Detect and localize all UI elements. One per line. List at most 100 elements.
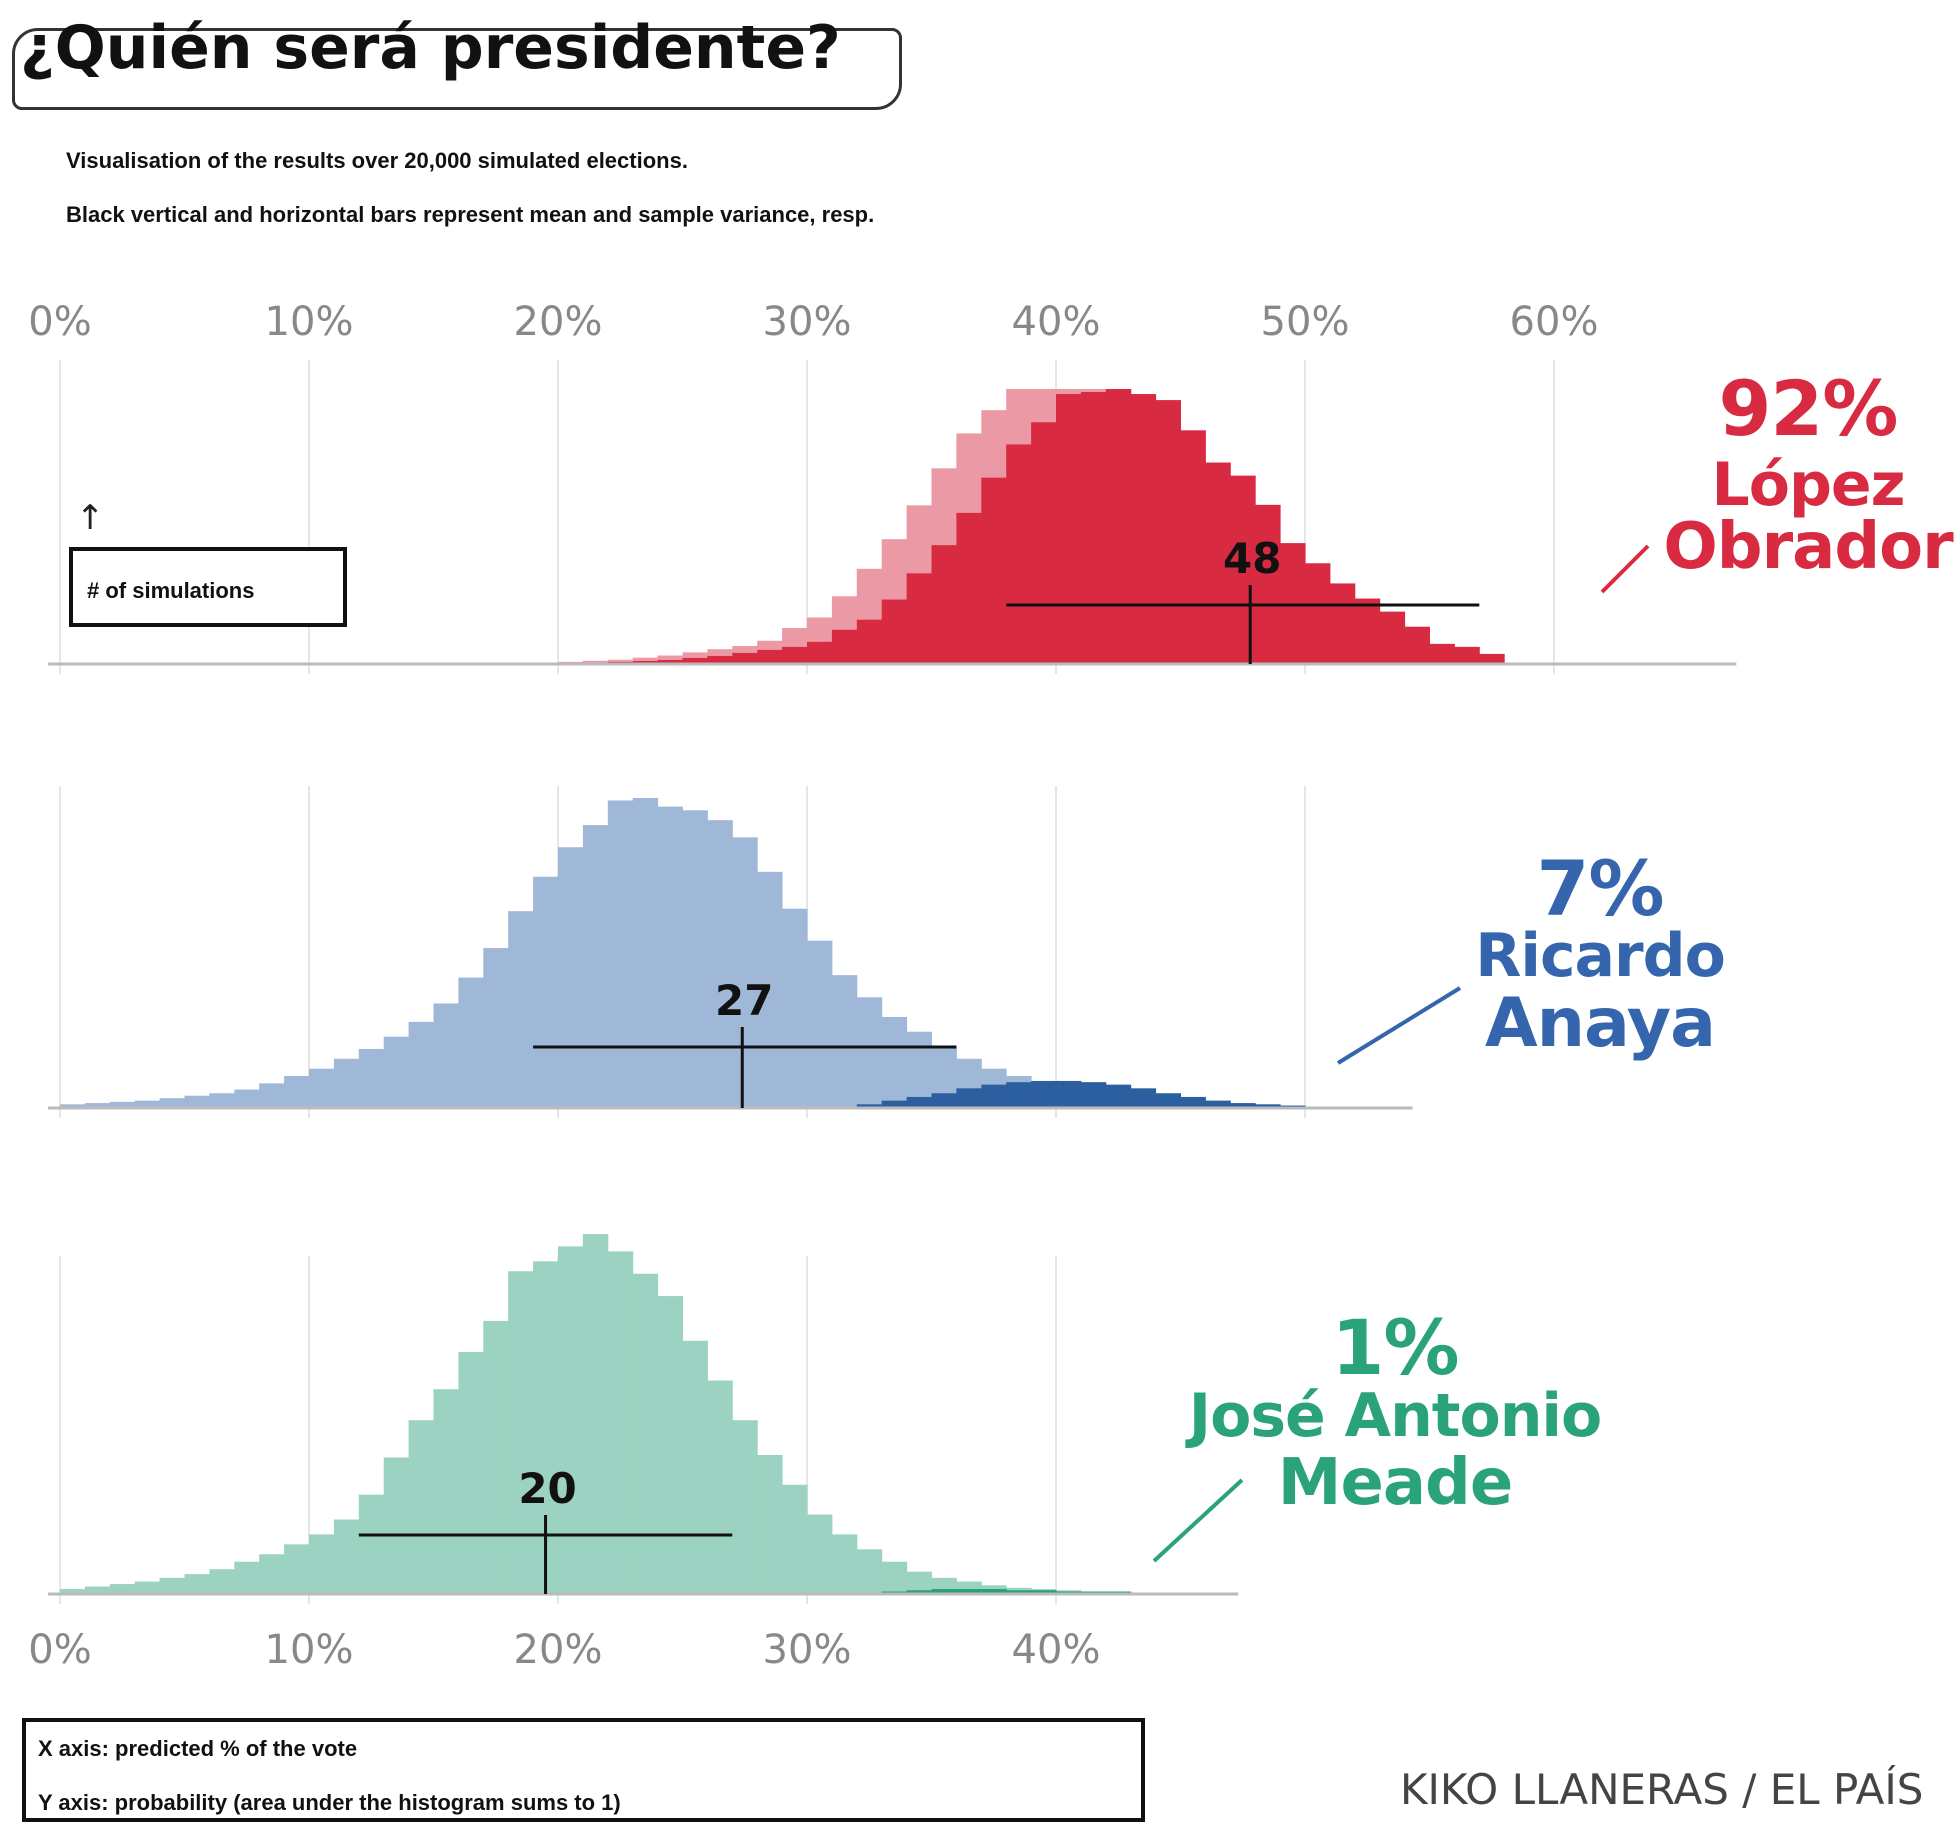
- histogram-bar: [234, 1089, 260, 1108]
- x-tick-label: 20%: [514, 1627, 603, 1673]
- histogram-bar: [782, 1484, 808, 1594]
- chart-title: ¿Quién será presidente?: [20, 13, 841, 83]
- histogram-bar-winning: [1205, 1100, 1231, 1108]
- x-tick-label: 50%: [1261, 299, 1350, 345]
- y-axis-description: Y axis: probability (area under the hist…: [38, 1790, 621, 1815]
- histogram-bar: [757, 871, 783, 1108]
- histogram-bar-winning: [1080, 1082, 1107, 1108]
- histogram-bar: [159, 1577, 185, 1594]
- up-arrow-icon: ↑: [76, 498, 105, 538]
- y-axis-label-box: # of simulations: [69, 547, 347, 627]
- subtitle-note-2: Black vertical and horizontal bars repre…: [66, 202, 875, 227]
- histogram-bar-winning: [881, 1100, 908, 1108]
- histogram-bar: [657, 659, 683, 664]
- histogram-bar: [807, 940, 833, 1108]
- win-probability-label: 7%: [1536, 844, 1663, 933]
- histogram-bar: [358, 1494, 385, 1594]
- histogram-bar: [234, 1561, 260, 1594]
- histogram-bar-winning: [956, 1589, 982, 1594]
- histogram-bar: [856, 619, 883, 664]
- x-tick-label: 0%: [28, 1627, 91, 1673]
- histogram-bar-winning: [981, 1589, 1007, 1594]
- histogram-bar-winning: [906, 1590, 932, 1594]
- histogram-bar: [1454, 646, 1480, 664]
- histogram-bar: [582, 1234, 609, 1594]
- histogram-bar: [906, 1571, 932, 1594]
- histogram-bar: [533, 876, 559, 1108]
- histogram-bar-winning: [931, 1589, 957, 1594]
- mean-label: 27: [715, 976, 773, 1025]
- histogram-bar: [1255, 504, 1281, 664]
- histogram-bar: [856, 997, 883, 1108]
- histogram-bar: [732, 837, 758, 1108]
- histogram-bar: [782, 646, 808, 664]
- histogram-bar: [757, 1454, 783, 1594]
- histogram-bar: [1080, 392, 1107, 664]
- histogram-bar: [1429, 643, 1455, 664]
- win-probability-label: 92%: [1719, 364, 1898, 453]
- histogram-bar: [707, 655, 733, 664]
- histogram-bar: [1006, 444, 1032, 664]
- histogram-bar: [856, 1549, 883, 1594]
- x-tick-label: 60%: [1510, 299, 1599, 345]
- histogram-bar: [906, 1031, 932, 1108]
- histogram-bar: [60, 1589, 86, 1594]
- leader-line: [1600, 544, 1650, 594]
- histogram-bar: [1205, 462, 1231, 664]
- candidate-name-label: López: [1711, 450, 1904, 520]
- x-tick-label: 30%: [763, 1627, 852, 1673]
- x-axis-description: X axis: predicted % of the vote: [38, 1736, 358, 1761]
- histogram-bar: [134, 1581, 161, 1594]
- x-tick-label: 40%: [1012, 299, 1101, 345]
- histogram-bar: [1404, 626, 1430, 664]
- histogram-bar: [333, 1058, 360, 1108]
- histogram-bar-winning: [1155, 1093, 1181, 1108]
- histogram-bar: [931, 545, 957, 664]
- leader-line: [1152, 1478, 1244, 1563]
- histogram-bar: [209, 1093, 235, 1108]
- histogram-bar: [483, 948, 509, 1108]
- histogram-bar-winning: [1031, 1080, 1057, 1108]
- histogram-bar: [433, 1389, 459, 1594]
- histogram-bar: [1305, 563, 1331, 664]
- histogram-bar: [1180, 430, 1206, 664]
- histogram-bar: [1130, 394, 1157, 664]
- histogram-bar: [1056, 394, 1082, 664]
- candidate-name-label: Meade: [1278, 1446, 1513, 1520]
- y-axis-label: # of simulations: [87, 578, 255, 603]
- histogram-bar: [831, 629, 858, 664]
- histogram-bar: [309, 1534, 335, 1594]
- x-tick-label: 0%: [28, 299, 91, 345]
- mean-label: 20: [518, 1464, 576, 1513]
- x-tick-label: 20%: [514, 299, 603, 345]
- histogram-bar: [184, 1095, 210, 1108]
- histogram-bar: [956, 512, 982, 664]
- histogram-bar: [1329, 583, 1356, 664]
- histogram-bar: [1354, 598, 1381, 664]
- histogram-bar: [60, 1104, 86, 1108]
- histogram-bar-winning: [1230, 1103, 1256, 1108]
- candidate-name-label: Obrador: [1663, 510, 1954, 584]
- histogram-bar: [782, 908, 808, 1108]
- histogram-bar: [184, 1574, 210, 1594]
- histogram-bar: [558, 847, 584, 1108]
- mean-label: 48: [1223, 534, 1281, 583]
- histogram-bar: [383, 1036, 410, 1108]
- histogram-bar: [881, 599, 908, 664]
- histogram-bar: [1031, 422, 1057, 664]
- histogram-bar: [632, 1273, 659, 1594]
- histogram-bar: [807, 641, 833, 664]
- histogram-bar: [309, 1068, 335, 1108]
- histogram-bar-winning: [1255, 1104, 1281, 1108]
- histogram-bar: [458, 977, 484, 1108]
- histogram-bar: [732, 652, 758, 664]
- histogram-bar: [483, 1320, 509, 1594]
- histogram-bar: [134, 1100, 161, 1108]
- histogram-bar: [757, 649, 783, 664]
- histogram-bar: [508, 1271, 534, 1594]
- histogram-bar: [1479, 653, 1505, 664]
- histogram-bar: [433, 1003, 459, 1108]
- histogram-bar: [632, 798, 659, 1108]
- histogram-bar: [831, 975, 858, 1108]
